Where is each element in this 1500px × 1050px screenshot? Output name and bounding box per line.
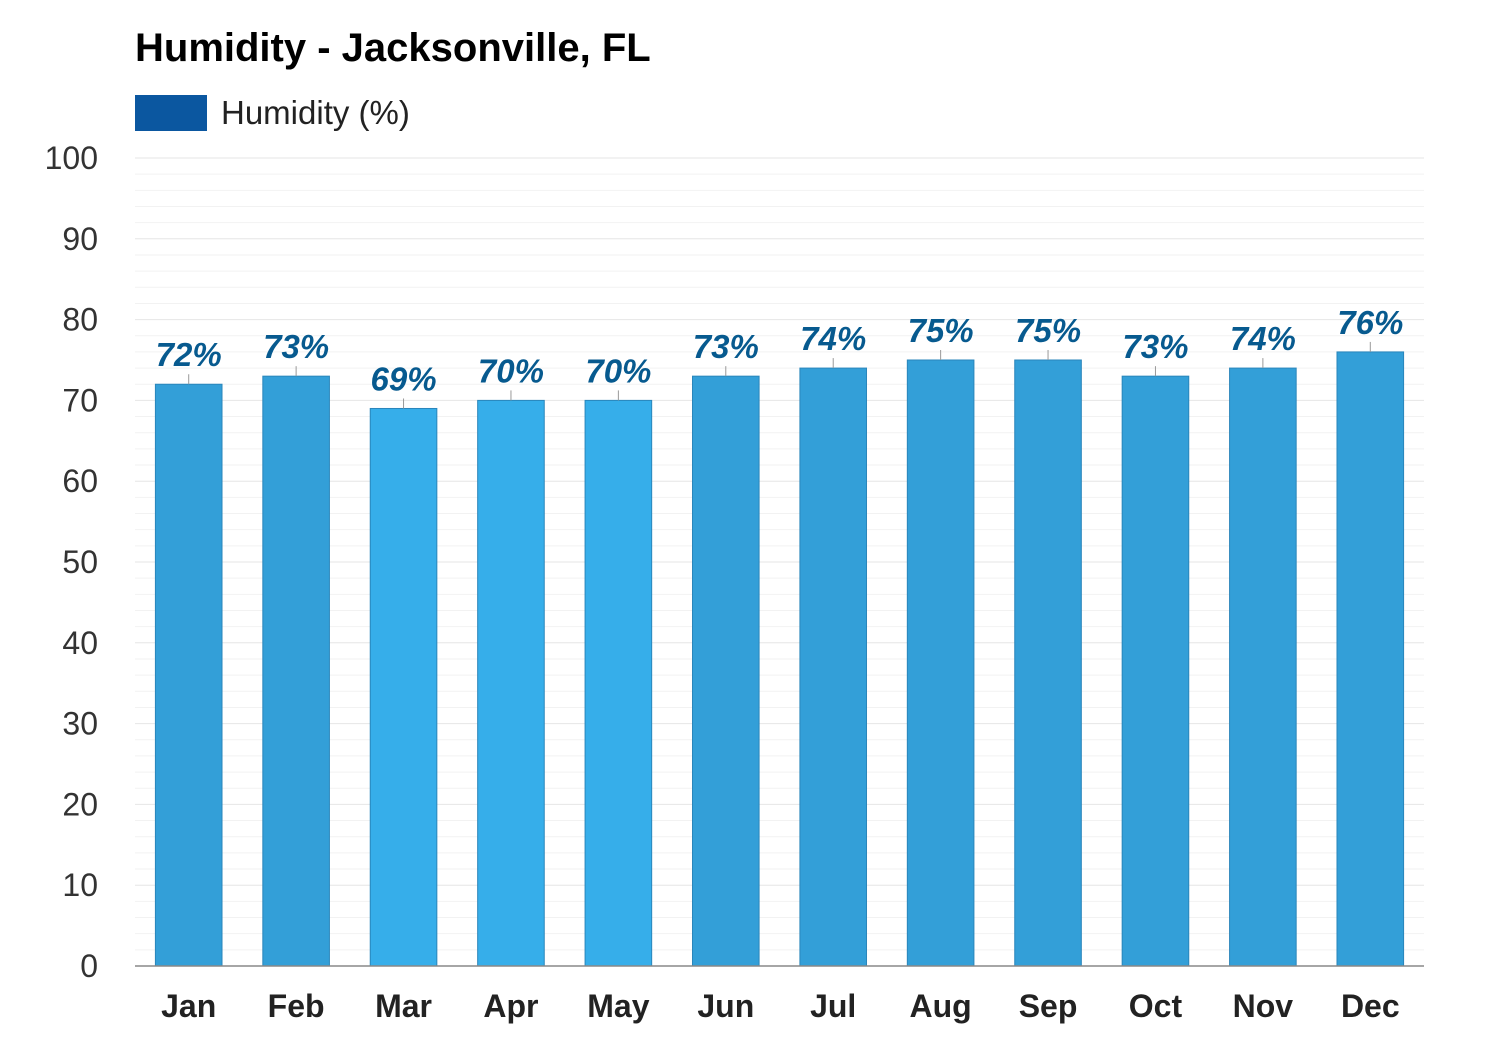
data-label-aug: 75%: [908, 312, 974, 349]
bar-aug: [906, 359, 975, 967]
bar-mar: [369, 407, 438, 967]
x-tick-label-apr: Apr: [483, 988, 538, 1024]
bar-jul: [799, 367, 868, 967]
data-label-jul: 74%: [800, 320, 866, 357]
x-tick-label-nov: Nov: [1233, 988, 1294, 1024]
y-tick-label: 90: [62, 221, 98, 257]
data-label-sep: 75%: [1015, 312, 1081, 349]
y-tick-label: 60: [62, 463, 98, 499]
legend-swatch: [135, 95, 207, 131]
data-label-mar: 69%: [371, 360, 437, 397]
bar-apr: [477, 399, 545, 967]
x-tick-label-dec: Dec: [1341, 988, 1400, 1024]
data-label-jan: 72%: [156, 336, 222, 373]
x-tick-label-jul: Jul: [810, 988, 856, 1024]
y-tick-label: 30: [62, 706, 98, 742]
bar-layer: [154, 351, 1405, 967]
grid-layer: [135, 157, 1424, 951]
legend: Humidity (%): [135, 94, 410, 132]
bar-sep: [1014, 359, 1082, 967]
y-tick-label: 50: [62, 544, 98, 580]
bar-nov: [1229, 367, 1297, 967]
legend-label: Humidity (%): [221, 94, 410, 131]
x-tick-label-aug: Aug: [910, 988, 972, 1024]
data-label-dec: 76%: [1337, 304, 1403, 341]
y-tick-label: 80: [62, 302, 98, 338]
bar-jan: [154, 383, 223, 967]
y-tick-label: 100: [45, 140, 98, 176]
bar-dec: [1336, 351, 1405, 967]
y-tick-label: 20: [62, 786, 98, 822]
data-label-feb: 73%: [263, 328, 329, 365]
x-tick-label-oct: Oct: [1129, 988, 1183, 1024]
data-label-oct: 73%: [1122, 328, 1188, 365]
axis-layer: 0 10 20 30 40 50 60 70 80 90 100 Jan Feb Mar Apr May Jun…: [45, 140, 1424, 1024]
chart-title: Humidity - Jacksonville, FL: [135, 26, 651, 70]
y-tick-label: 0: [80, 948, 98, 984]
bar-jun: [691, 375, 760, 967]
bar-may: [584, 399, 653, 967]
x-tick-label-sep: Sep: [1019, 988, 1078, 1024]
x-tick-label-jun: Jun: [697, 988, 754, 1024]
x-tick-label-jan: Jan: [161, 988, 216, 1024]
data-label-apr: 70%: [478, 352, 544, 389]
x-tick-label-feb: Feb: [268, 988, 325, 1024]
x-tick-label-mar: Mar: [375, 988, 432, 1024]
bar-feb: [262, 375, 330, 967]
y-tick-label: 10: [62, 867, 98, 903]
data-label-jun: 73%: [693, 328, 759, 365]
data-label-may: 70%: [585, 352, 651, 389]
x-tick-label-may: May: [587, 988, 649, 1024]
y-tick-label: 70: [62, 382, 98, 418]
data-label-nov: 74%: [1230, 320, 1296, 357]
y-tick-label: 40: [62, 625, 98, 661]
bar-oct: [1121, 375, 1190, 967]
label-layer: 72% 73% 69% 70% 70% 73% 74% 75% 75% 73% 74% 76%: [156, 304, 1403, 409]
